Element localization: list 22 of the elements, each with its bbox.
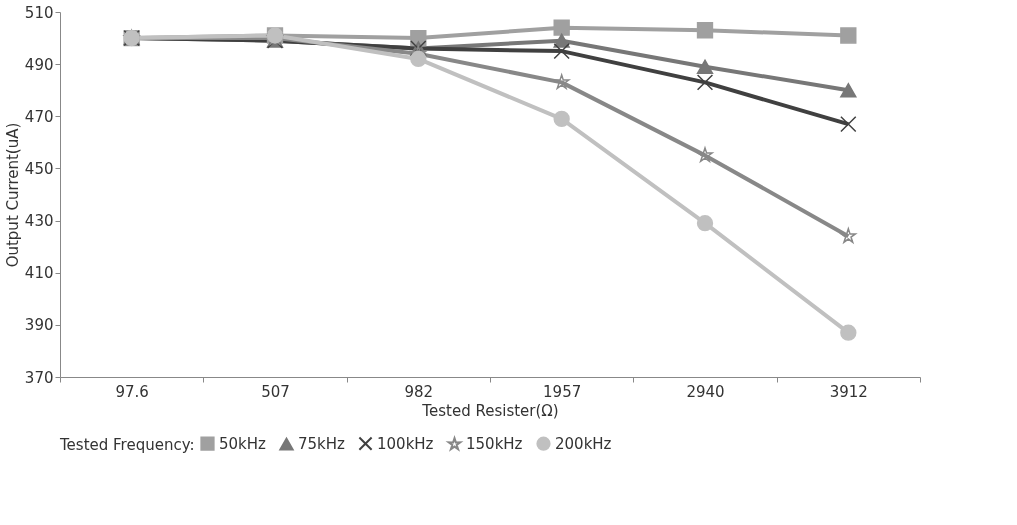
y-tick-label: 490: [24, 55, 54, 74]
y-tick-label: 450: [24, 159, 54, 178]
legend-label: 50kHz: [219, 434, 267, 453]
y-tick-label: 430: [24, 212, 54, 231]
x-tick-label: 97.6: [115, 382, 149, 401]
legend-label: 100kHz: [377, 434, 434, 453]
x-tick-label: 507: [261, 382, 290, 401]
y-tick-label: 510: [24, 3, 54, 22]
x-axis-title: Tested Resister(Ω): [421, 401, 559, 420]
legend-label: 75kHz: [298, 435, 346, 454]
x-tick-label: 3912: [829, 382, 868, 401]
legend-title: Tested Frequency:: [59, 436, 195, 454]
y-tick-label: 370: [24, 368, 54, 387]
x-tick-label: 2940: [686, 382, 725, 401]
legend-label: 150kHz: [466, 435, 523, 454]
x-tick-label: 1957: [543, 382, 582, 401]
y-tick-label: 390: [24, 316, 54, 335]
x-tick-label: 982: [404, 382, 434, 401]
y-axis-title: Output Current(uA): [3, 122, 22, 268]
legend-label: 200kHz: [555, 434, 612, 453]
y-tick-label: 410: [24, 264, 54, 283]
y-tick-label: 470: [24, 107, 54, 126]
